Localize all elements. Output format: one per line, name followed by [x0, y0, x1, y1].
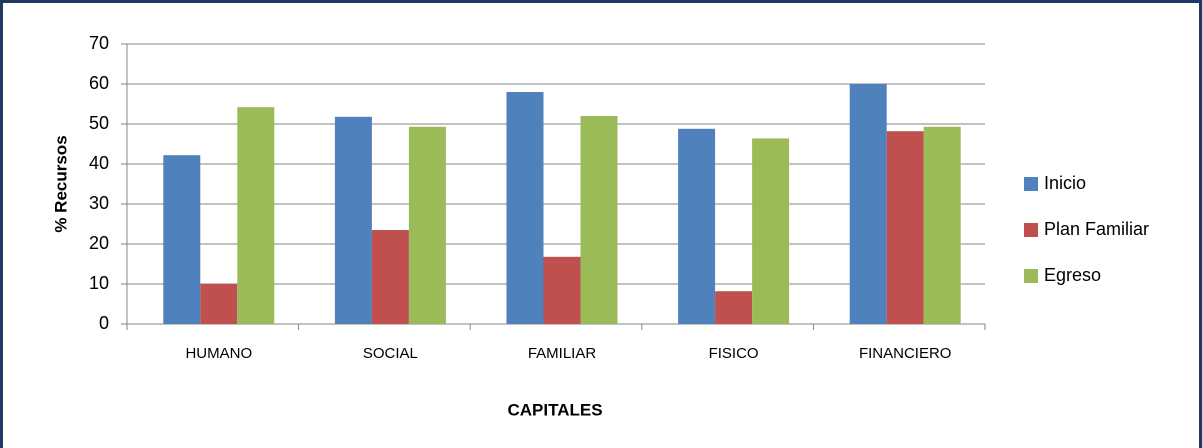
legend-label: Plan Familiar — [1044, 219, 1149, 239]
y-tick-label: 70 — [89, 33, 109, 53]
x-tick-label: HUMANO — [185, 345, 252, 362]
bar — [923, 126, 961, 324]
bar — [408, 126, 446, 324]
bar — [580, 116, 618, 324]
x-tick-label: FAMILIAR — [528, 345, 597, 362]
bar — [163, 155, 201, 324]
bar — [886, 131, 924, 324]
y-tick-label: 10 — [89, 273, 109, 293]
legend-swatch — [1024, 177, 1038, 191]
legend-swatch — [1024, 269, 1038, 283]
bar — [715, 291, 753, 324]
bar — [543, 256, 581, 324]
bar — [506, 92, 544, 324]
bar — [371, 230, 409, 324]
bar — [200, 284, 238, 324]
y-tick-label: 40 — [89, 153, 109, 173]
x-tick-label: FINANCIERO — [859, 345, 952, 362]
y-axis-label: % Recursos — [51, 135, 70, 232]
y-tick-label: 0 — [99, 313, 109, 333]
bar — [752, 138, 790, 324]
x-axis-label: CAPITALES — [507, 400, 602, 419]
legend-label: Inicio — [1044, 173, 1086, 193]
legend-swatch — [1024, 223, 1038, 237]
y-tick-label: 20 — [89, 233, 109, 253]
x-tick-label: FISICO — [709, 345, 759, 362]
x-tick-label: SOCIAL — [363, 345, 418, 362]
y-tick-label: 50 — [89, 113, 109, 133]
bar — [849, 84, 887, 324]
bar — [334, 116, 372, 324]
bar — [237, 107, 275, 324]
y-tick-label: 60 — [89, 73, 109, 93]
bar — [678, 128, 716, 324]
y-tick-label: 30 — [89, 193, 109, 213]
legend-label: Egreso — [1044, 265, 1101, 285]
